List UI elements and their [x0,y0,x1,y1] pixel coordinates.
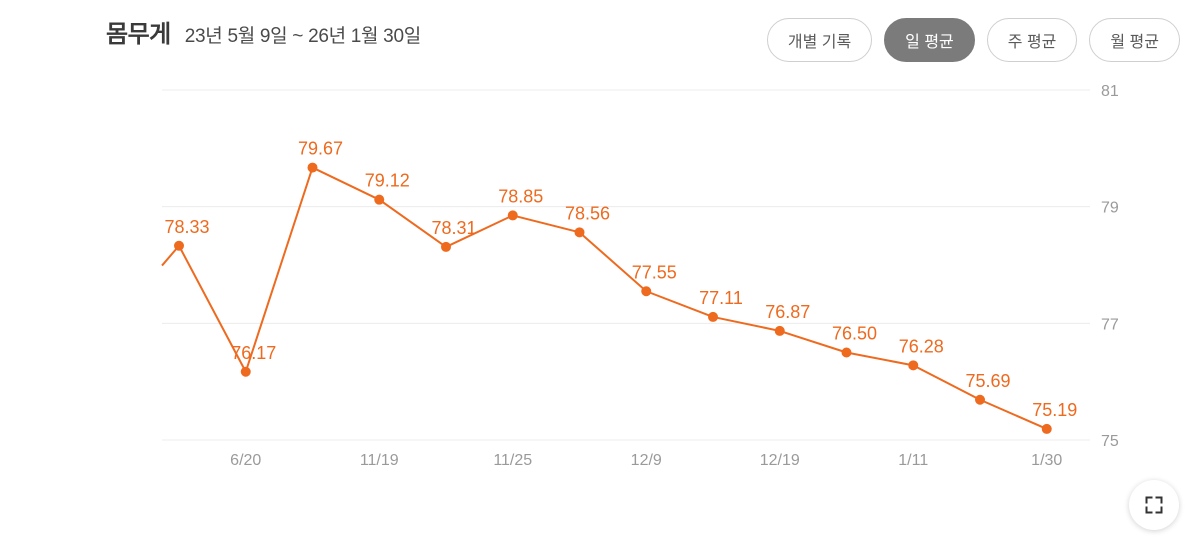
x-tick-label: 11/25 [493,452,532,469]
data-label: 78.56 [565,203,610,223]
data-label: 76.50 [832,324,877,344]
x-tick-label: 6/20 [230,452,261,469]
toggle-monthly-average[interactable]: 월 평균 [1089,18,1180,62]
expand-icon [1145,496,1163,514]
data-point [374,194,385,205]
data-point [441,241,451,252]
data-point [975,394,985,405]
data-label: 75.19 [1032,400,1077,420]
data-point [908,360,919,371]
data-point [174,240,184,251]
x-tick-label: 12/19 [760,452,800,469]
data-label: 77.11 [699,288,743,308]
data-label: 75.69 [965,371,1010,391]
data-label: 78.33 [164,217,209,237]
date-range: 23년 5월 9일 ~ 26년 1월 30일 [184,26,421,47]
data-point [240,366,251,377]
chart-header: 몸무게 23년 5월 9일 ~ 26년 1월 30일 [106,14,421,49]
x-tick-label: 12/9 [631,452,662,469]
data-point [708,311,718,322]
data-point [574,227,585,238]
data-point [774,325,785,336]
data-label: 78.31 [431,218,476,238]
data-point [841,347,852,358]
data-point [307,162,318,173]
x-tick-label: 1/11 [898,452,928,469]
data-label: 78.85 [498,186,543,206]
aggregation-toggle-group: 개별 기록 일 평균 주 평균 월 평균 [766,18,1180,62]
fullscreen-button[interactable] [1129,480,1179,530]
data-label: 76.28 [899,336,944,356]
y-tick-label: 81 [1101,83,1119,100]
data-label: 79.67 [298,139,343,159]
data-label: 77.55 [632,262,677,282]
y-tick-label: 79 [1101,200,1119,217]
data-point [1041,423,1052,434]
chart-title: 몸무게 [106,21,171,48]
data-label: 76.17 [231,343,276,363]
y-tick-label: 77 [1101,316,1119,333]
y-tick-label: 75 [1101,433,1119,450]
data-label: 79.12 [365,171,410,191]
data-point [641,286,652,297]
toggle-daily-average[interactable]: 일 평균 [884,18,975,62]
data-point [507,210,518,221]
toggle-weekly-average[interactable]: 주 평균 [986,18,1078,62]
toggle-individual-records[interactable]: 개별 기록 [766,18,873,62]
x-tick-label: 11/19 [360,452,399,469]
data-label: 76.87 [765,302,810,322]
x-tick-label: 1/30 [1031,452,1062,469]
